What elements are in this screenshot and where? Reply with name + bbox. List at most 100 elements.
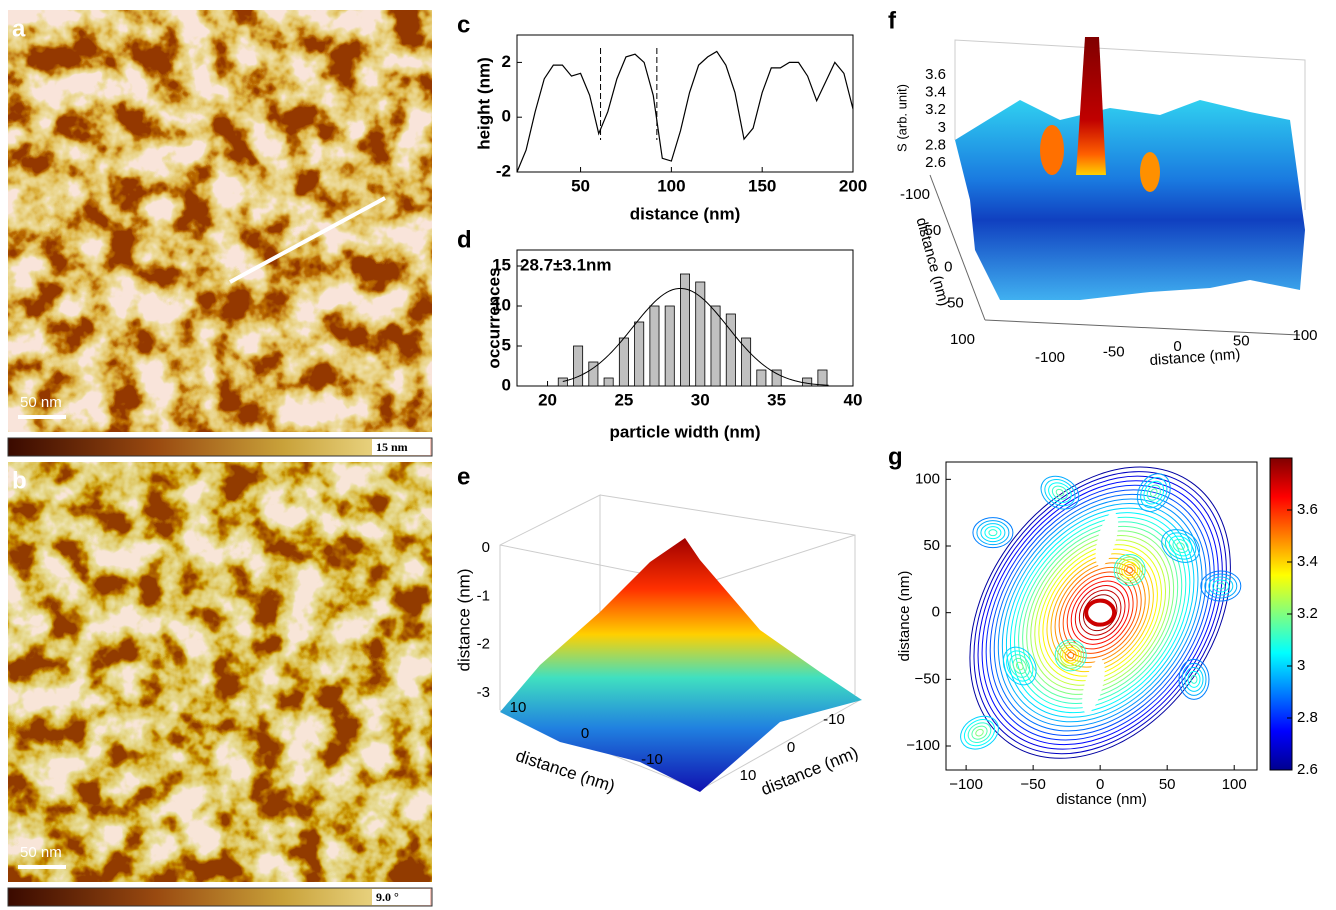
x-tick-label: 40 [844,390,863,409]
colorbar-tick-label: 2.6 [1297,761,1318,778]
y-axis-label: occurrences [484,267,503,368]
contour-line [977,521,1009,545]
contour-line [1055,488,1065,497]
contour-line [1058,642,1084,668]
colorbar-label: 15 nm [376,440,408,454]
panel-a [8,10,432,456]
x-tick-label: −50 [1020,776,1045,793]
bar [619,338,628,386]
contour-line [960,714,1000,751]
x-tick-label: 200 [839,176,867,195]
contour-line [985,527,1001,539]
plot-frame [517,35,853,172]
x-tick-label: −100 [949,776,983,793]
contour-line [973,518,1013,548]
bar [803,378,812,386]
bar [680,274,689,386]
panel-label: f [888,7,897,34]
bar [711,306,720,386]
panel-label: e [457,463,470,490]
x-tick-label: 50 [571,176,590,195]
contour-line [1201,571,1241,601]
panel-label: d [457,226,472,253]
panel-e-surface [500,495,862,792]
x-tick-label: -10 [641,751,663,768]
z-tick-label: 2.6 [925,154,946,171]
contour-line [975,728,985,737]
z-tick-label: 2.8 [925,136,946,153]
contour-line [1188,671,1200,687]
y-axis-label: distance (nm) [896,571,913,662]
bar [650,306,659,386]
z-tick-label: 0 [482,539,490,556]
y-axis-label: distance (nm) [758,743,861,799]
bar [818,370,827,386]
contour-line [965,719,995,747]
y-tick-label: −50 [915,670,940,687]
line [517,51,853,172]
contour-line [1182,663,1206,695]
contour-line [1176,541,1186,550]
bar [726,314,735,386]
contour-line [1119,560,1140,581]
contour-line [1015,661,1024,671]
panel-label: c [457,11,470,38]
z-tick-label: 3.2 [925,101,946,118]
y-tick-label: 0 [502,375,511,394]
y-tick-label: 0 [502,107,511,126]
panel-b [8,462,432,906]
y-tick-label: 0 [932,604,940,621]
contour-line [1117,557,1143,583]
scale-bar-label: 50 nm [20,844,62,861]
x-axis-label: distance (nm) [513,746,617,796]
bar [604,378,613,386]
x-tick-label: 10 [510,699,527,716]
x-tick-label: 25 [614,390,633,409]
y-tick-label: 50 [923,537,940,554]
y-tick-label: 100 [950,331,975,348]
x-axis-label: distance (nm) [1056,791,1147,808]
panel-label: b [12,467,27,494]
panel-label: g [888,443,903,470]
contour-line [989,530,997,536]
afm-image [8,462,432,882]
x-tick-label: 50 [1159,776,1176,793]
colorbar [8,888,432,906]
bar [665,306,674,386]
x-tick-label: 100 [1292,327,1317,344]
y-tick-label: 2 [502,52,511,71]
x-tick-label: 20 [538,390,557,409]
y-tick-label: -2 [496,161,511,180]
x-axis-label: particle width (nm) [609,422,760,441]
colorbar [8,438,432,456]
colorbar-tick-label: 3.6 [1297,501,1318,518]
y-tick-label: 0 [944,258,952,275]
colorbar-tick-label: 2.8 [1297,709,1318,726]
x-axis-label: distance (nm) [630,204,741,223]
x-tick-label: 100 [657,176,685,195]
colorbar-label: 9.0 ° [376,890,399,904]
bar [558,378,567,386]
y-tick-label: −100 [906,737,940,754]
bar [574,346,583,386]
panel-label: a [12,15,26,42]
z-tick-label: 3.4 [925,84,946,101]
z-axis-label: S (arb. unit) [894,84,909,152]
x-tick-label: 150 [748,176,776,195]
colorbar-tick-label: 3.2 [1297,605,1318,622]
y-tick-label: -100 [900,186,930,203]
z-tick-label: 3 [938,119,946,136]
afm-image [8,10,432,432]
x-tick-label: 30 [691,390,710,409]
bar [635,322,644,386]
z-tick-label: -1 [477,587,490,604]
y-axis-label: height (nm) [474,57,493,150]
z-axis-label: distance (nm) [454,569,473,672]
x-axis-label: distance (nm) [1149,346,1241,369]
bar [757,370,766,386]
figure: a50 nm15 nmb50 nm9.0 °50100150200-202dis… [0,0,1336,910]
panel-f-surface [930,37,1305,335]
bar [696,282,705,386]
contour-field [916,417,1284,808]
y-tick-label: 100 [915,470,940,487]
